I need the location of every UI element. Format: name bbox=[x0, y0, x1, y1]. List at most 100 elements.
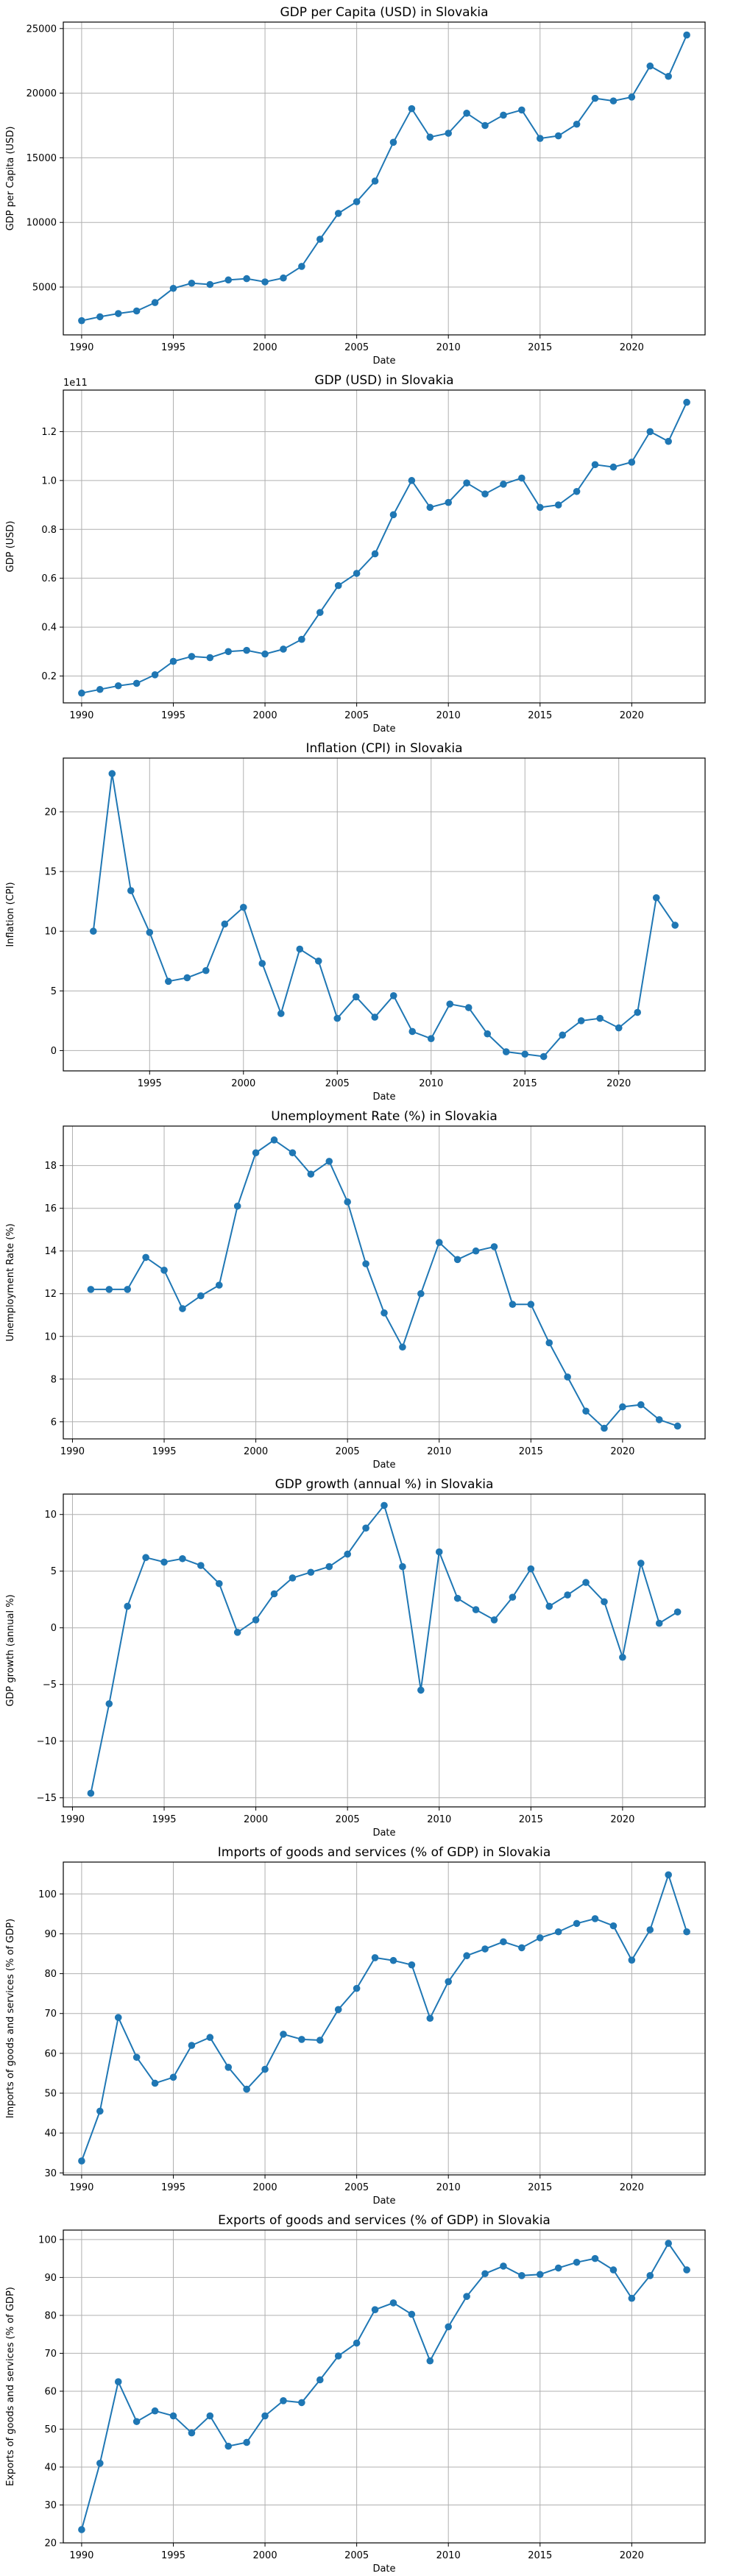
data-point bbox=[261, 2412, 269, 2420]
data-point bbox=[564, 1373, 571, 1381]
data-point bbox=[151, 2079, 159, 2087]
x-tick-label: 2000 bbox=[253, 2182, 277, 2193]
y-tick-label: 70 bbox=[44, 2009, 57, 2020]
x-tick-label: 2010 bbox=[436, 710, 461, 721]
data-point bbox=[573, 487, 581, 495]
data-point bbox=[509, 1593, 517, 1601]
data-point bbox=[628, 1956, 636, 1964]
y-tick-label: 6 bbox=[51, 1417, 57, 1428]
data-point bbox=[197, 1292, 205, 1300]
x-tick-label: 1990 bbox=[60, 1814, 85, 1825]
data-point bbox=[243, 2085, 250, 2093]
data-point bbox=[671, 921, 679, 929]
data-point bbox=[224, 648, 233, 656]
y-axis-label: GDP per Capita (USD) bbox=[5, 127, 16, 231]
data-point bbox=[105, 1286, 113, 1293]
data-point bbox=[646, 428, 654, 436]
chart-6: 1990 1995 2000 2005 2010 2015 2020 30 40 50 60 70 80… bbox=[5, 1845, 706, 2207]
data-point bbox=[591, 1915, 599, 1922]
data-point bbox=[146, 929, 154, 936]
x-tick-label: 2010 bbox=[427, 1446, 451, 1457]
x-tick-label: 2020 bbox=[620, 342, 644, 353]
x-tick-label: 2015 bbox=[519, 1814, 543, 1825]
x-tick-label: 2005 bbox=[325, 1078, 350, 1089]
data-point bbox=[539, 1052, 548, 1061]
data-point bbox=[518, 106, 526, 114]
data-point bbox=[609, 463, 618, 471]
data-point bbox=[289, 1149, 297, 1157]
data-point bbox=[609, 1922, 618, 1930]
data-point bbox=[164, 977, 172, 986]
data-point bbox=[655, 1416, 663, 1423]
data-point bbox=[500, 111, 507, 119]
data-point bbox=[536, 1934, 544, 1942]
data-point bbox=[554, 501, 562, 509]
data-point bbox=[646, 1926, 654, 1933]
data-point bbox=[554, 132, 562, 140]
data-point bbox=[481, 121, 489, 130]
x-tick-label: 2015 bbox=[528, 2182, 552, 2193]
series-points bbox=[87, 1501, 682, 1797]
data-point bbox=[78, 2157, 85, 2165]
x-tick-label: 2020 bbox=[606, 1078, 631, 1089]
x-tick-label: 2010 bbox=[436, 342, 461, 353]
data-point bbox=[683, 2266, 690, 2274]
data-point bbox=[389, 138, 397, 146]
x-axis-label: Date bbox=[372, 1459, 395, 1471]
data-point bbox=[426, 2014, 434, 2023]
data-point bbox=[243, 275, 250, 283]
data-point bbox=[261, 278, 269, 286]
data-point bbox=[169, 284, 177, 292]
x-tick-label: 2000 bbox=[253, 2550, 277, 2561]
y-tick-label: 40 bbox=[44, 2129, 57, 2140]
x-tick-label: 2000 bbox=[244, 1446, 268, 1457]
data-point bbox=[619, 1403, 626, 1411]
data-point bbox=[114, 310, 122, 317]
data-point bbox=[371, 177, 379, 185]
y-tick-label: 0.2 bbox=[41, 671, 57, 682]
chart-7: 1990 1995 2000 2005 2010 2015 2020203040506070… bbox=[5, 2213, 706, 2575]
series-points bbox=[87, 1136, 682, 1432]
x-axis-label: Date bbox=[372, 2563, 395, 2575]
y-tick-label: −5 bbox=[43, 1680, 57, 1691]
series-points bbox=[78, 1871, 690, 2165]
x-tick-label: 2015 bbox=[519, 1446, 543, 1457]
data-point bbox=[481, 490, 489, 498]
series-line bbox=[91, 1139, 678, 1429]
data-point bbox=[527, 1301, 535, 1309]
data-point bbox=[427, 1035, 435, 1043]
data-point bbox=[463, 110, 470, 117]
data-point bbox=[673, 1608, 682, 1616]
y-tick-label: 90 bbox=[44, 2273, 57, 2284]
plot-frame bbox=[63, 1861, 706, 2176]
data-point bbox=[559, 1031, 567, 1039]
data-point bbox=[673, 1422, 682, 1430]
data-point bbox=[665, 2240, 672, 2247]
y-tick-label: 50 bbox=[44, 2089, 57, 2100]
data-point bbox=[334, 581, 342, 590]
data-point bbox=[573, 2258, 581, 2266]
y-tick-label: 12 bbox=[44, 1289, 57, 1300]
data-point bbox=[124, 1286, 131, 1293]
y-offset-label: 1e11 bbox=[63, 378, 88, 389]
y-tick-label: 10000 bbox=[26, 218, 57, 229]
x-tick-label: 2020 bbox=[620, 2182, 644, 2193]
data-point bbox=[314, 957, 322, 965]
data-point bbox=[637, 1560, 645, 1567]
data-point bbox=[215, 1579, 223, 1588]
data-point bbox=[96, 2107, 104, 2115]
chart-4: 1990 1995 2000 2005 2010 2015 2020 6 8 10 12 14 16 18… bbox=[5, 1109, 706, 1471]
data-point bbox=[132, 2053, 141, 2062]
data-point bbox=[381, 1309, 388, 1317]
y-tick-label: 15000 bbox=[26, 153, 57, 164]
ticks: 1990 1995 2000 2005 2010 2015 2020 5000 10000 150… bbox=[26, 24, 644, 353]
series-points bbox=[78, 398, 690, 697]
y-tick-label: 1.0 bbox=[41, 475, 57, 486]
x-tick-label: 1990 bbox=[69, 2182, 93, 2193]
data-point bbox=[124, 1602, 131, 1610]
plot-frame bbox=[63, 21, 706, 336]
plot-frame bbox=[63, 389, 706, 704]
data-point bbox=[334, 2352, 342, 2360]
data-point bbox=[280, 2397, 287, 2405]
data-point bbox=[591, 2254, 599, 2262]
